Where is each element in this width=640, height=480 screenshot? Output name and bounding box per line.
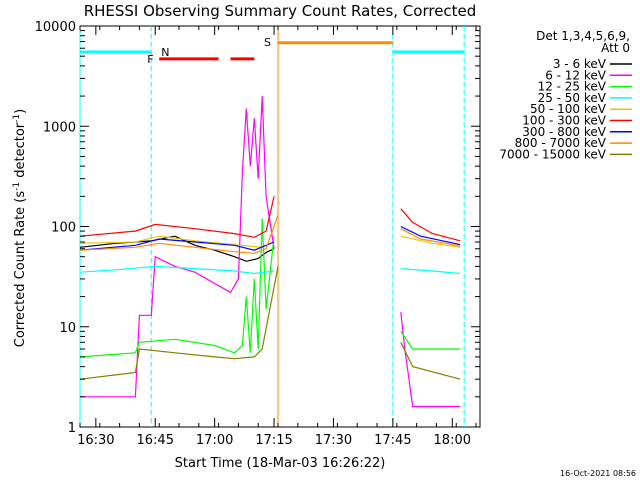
y-axis-label-close: ) xyxy=(13,109,28,114)
y-tick-label: 10000 xyxy=(35,20,76,35)
y-tick-label: 1000 xyxy=(43,120,76,135)
x-tick-label: 17:15 xyxy=(255,433,292,448)
y-axis-label-exp2: -1 xyxy=(12,114,22,123)
series-line-2 xyxy=(80,96,275,398)
legend-title-2: Att 0 xyxy=(601,41,630,55)
x-tick-label: 16:30 xyxy=(77,433,114,448)
x-tick-label: 17:00 xyxy=(196,433,233,448)
series-line-4 xyxy=(400,268,461,275)
night-label: N xyxy=(161,46,169,59)
series-line-7 xyxy=(400,225,461,246)
series-line-2 xyxy=(400,312,461,408)
flare-label: F xyxy=(147,53,153,66)
series-line-6 xyxy=(400,208,461,242)
y-axis-label-main: Corrected Count Rate (s xyxy=(13,191,28,348)
timestamp: 16-Oct-2021 08:56 xyxy=(560,469,636,478)
series-line-3 xyxy=(400,330,461,350)
x-tick-label: 17:30 xyxy=(315,433,352,448)
legend-label: 7000 - 15000 keV xyxy=(499,147,606,161)
y-axis-ticks: 1 10 100 1000 10000 xyxy=(35,20,480,436)
legend-label: 25 - 50 keV xyxy=(538,91,607,105)
x-axis-label: Start Time (18-Mar-03 16:26:22) xyxy=(175,456,386,471)
series-line-9 xyxy=(79,266,279,380)
chart-title: RHESSI Observing Summary Count Rates, Co… xyxy=(84,2,477,20)
y-tick-label: 1 xyxy=(68,421,76,436)
legend-label: 3 - 6 keV xyxy=(553,57,607,71)
series-line-3 xyxy=(79,218,275,358)
saa-label: S xyxy=(264,36,271,49)
y-axis-label-mid: detector xyxy=(13,122,28,182)
legend-label: 6 - 12 keV xyxy=(545,68,607,82)
legend-label: 100 - 300 keV xyxy=(522,114,606,128)
series-line-5 xyxy=(400,235,461,248)
legend-label: 50 - 100 keV xyxy=(530,102,607,116)
legend-title-1: Det 1,3,4,5,6,9, xyxy=(536,29,630,43)
x-tick-label: 18:00 xyxy=(434,433,471,448)
x-axis-ticks: 16:30 16:45 17:00 17:15 17:30 17:45 18:00 xyxy=(77,26,477,448)
annotations: N S F xyxy=(80,36,465,66)
x-tick-label: 16:45 xyxy=(137,433,174,448)
series-line-6 xyxy=(79,196,275,238)
series-line-9 xyxy=(400,342,461,380)
legend-label: 800 - 7000 keV xyxy=(515,136,607,150)
series-line-8 xyxy=(79,214,279,254)
series-line-8 xyxy=(400,228,461,247)
time-markers xyxy=(79,26,465,427)
y-tick-label: 10 xyxy=(59,321,76,336)
y-axis-label-exp1: -1 xyxy=(12,182,22,191)
series-line-4 xyxy=(79,265,275,275)
series-lines xyxy=(79,96,461,408)
legend-label: 300 - 800 keV xyxy=(522,125,606,139)
x-tick-label: 17:45 xyxy=(374,433,411,448)
y-tick-label: 100 xyxy=(51,221,76,236)
legend-label: 12 - 25 keV xyxy=(538,80,607,94)
y-axis-label: Corrected Count Rate (s-1 detector-1) xyxy=(12,109,28,347)
series-line-7 xyxy=(79,238,275,251)
